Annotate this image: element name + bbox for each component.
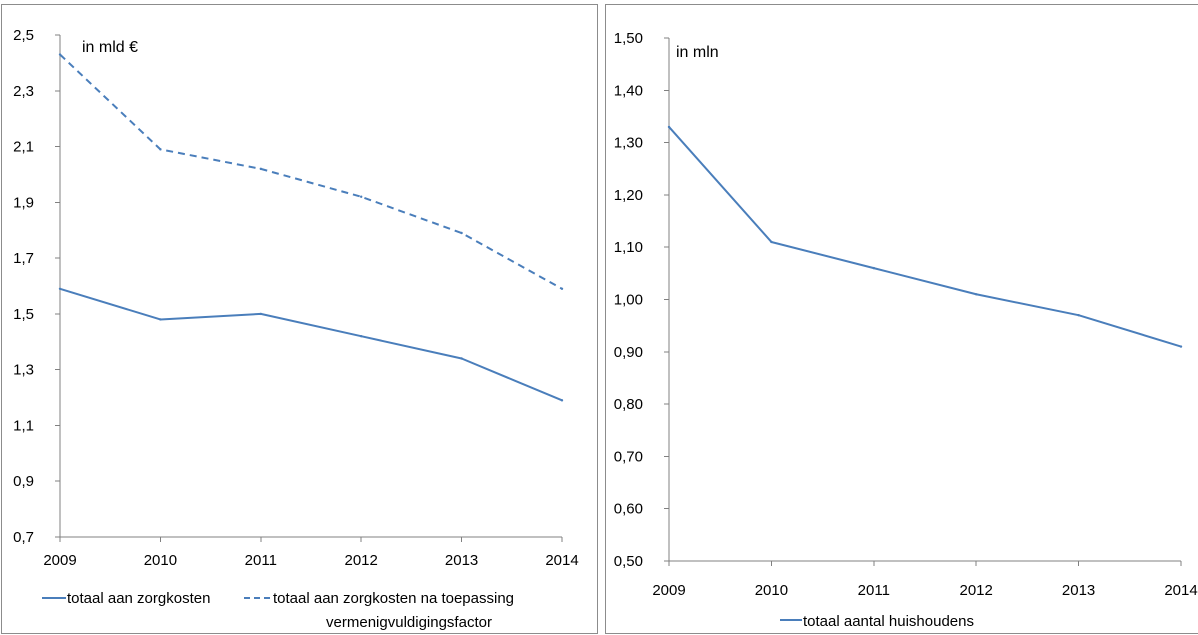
series-line-0: [59, 287, 563, 402]
y-tick-label: 1,30: [614, 135, 643, 152]
y-tick-label: 2,5: [13, 27, 34, 44]
y-tick-label: 2,3: [13, 83, 34, 100]
legend-label: totaal aan zorgkosten: [67, 590, 210, 607]
y-tick-label: 1,20: [614, 187, 643, 204]
right-chart-panel: 1,50 1,40 1,30 1,20 1,10 1,00 0,90 0,80 0,70 0,60…: [605, 4, 1198, 634]
y-tick-label: 1,7: [13, 250, 34, 267]
y-tick-label: 1,10: [614, 239, 643, 256]
data-point: [460, 357, 463, 360]
y-tick-label: 0,50: [614, 553, 643, 570]
legend-label: vermenigvuldigingsfactor: [326, 614, 492, 631]
x-tick-label: 2014: [1164, 582, 1197, 599]
data-point: [58, 53, 62, 56]
data-point: [159, 148, 162, 151]
y-tick-label: 0,70: [614, 448, 643, 465]
huishoudens-chart: 1,50 1,40 1,30 1,20 1,10 1,00 0,90 0,80 0,70 0,60…: [614, 30, 1198, 630]
series-line-0: [668, 126, 1182, 348]
data-point: [159, 318, 162, 321]
left-chart-panel: 2,5 2,3 2,1 1,9 1,7 1,5 1,3 1,1 0,9 0,7 2009 2010 20…: [1, 4, 598, 634]
y-tick-label: 1,5: [13, 306, 34, 323]
x-tick-label: 2013: [445, 552, 478, 569]
y-tick-label: 1,1: [13, 417, 34, 434]
y-tick-label: 0,90: [614, 344, 643, 361]
data-point: [560, 287, 564, 290]
data-point: [667, 125, 671, 129]
x-tick-label: 2014: [545, 552, 578, 569]
y-tick-label: 1,50: [614, 30, 643, 47]
x-tick-label: 2010: [144, 552, 177, 569]
y-tick-label: 0,60: [614, 501, 643, 518]
x-tick-label: 2012: [960, 582, 993, 599]
y-tick-label: 0,80: [614, 396, 643, 413]
unit-label: in mld €: [82, 39, 138, 56]
y-tick-label: 1,00: [614, 292, 643, 309]
data-point: [560, 399, 564, 402]
x-tick-label: 2009: [652, 582, 685, 599]
y-tick-label: 0,7: [13, 529, 34, 546]
data-point: [1179, 345, 1183, 348]
x-tick-label: 2009: [43, 552, 76, 569]
x-tick-label: 2010: [755, 582, 788, 599]
y-tick-label: 0,9: [13, 473, 34, 490]
x-tick-label: 2012: [345, 552, 378, 569]
data-point: [259, 167, 262, 171]
legend-label: totaal aantal huishoudens: [803, 613, 974, 630]
data-point: [1077, 313, 1080, 317]
zorgkosten-chart: 2,5 2,3 2,1 1,9 1,7 1,5 1,3 1,1 0,9 0,7 2009 2010 20…: [13, 27, 579, 631]
y-tick-label: 1,9: [13, 194, 34, 211]
x-tick-label: 2011: [245, 552, 277, 569]
legend-label: totaal aan zorgkosten na toepassing: [273, 590, 514, 607]
x-tick-label: 2013: [1062, 582, 1095, 599]
unit-label: in mln: [676, 44, 719, 61]
data-point: [975, 293, 978, 296]
y-tick-label: 1,3: [13, 362, 34, 379]
data-point: [360, 335, 363, 338]
series-line-1: [59, 53, 563, 290]
data-point: [872, 266, 875, 270]
data-point: [259, 312, 262, 316]
y-tick-label: 1,40: [614, 82, 643, 99]
data-point: [58, 287, 62, 290]
y-tick-label: 2,1: [13, 139, 34, 156]
data-point: [460, 231, 463, 235]
data-point: [360, 195, 363, 198]
x-tick-label: 2011: [858, 582, 890, 599]
data-point: [770, 240, 773, 244]
